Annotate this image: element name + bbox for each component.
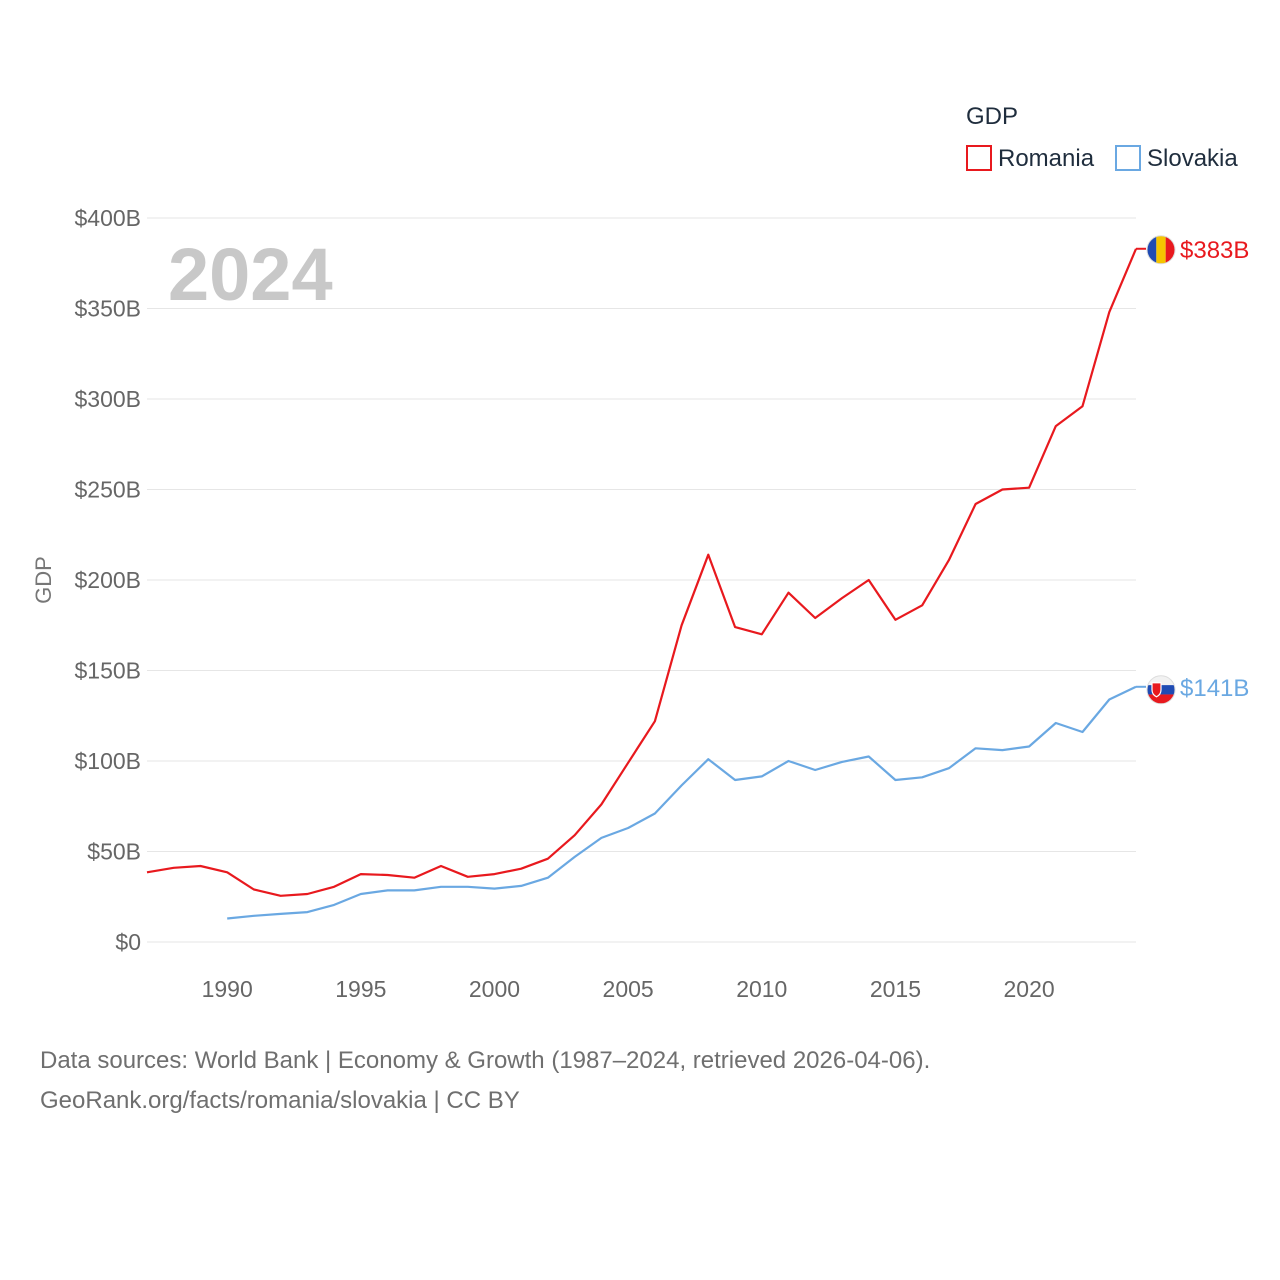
x-tick-label: 2000 xyxy=(469,976,520,1002)
year-watermark: 2024 xyxy=(168,233,333,316)
y-tick-label: $100B xyxy=(74,748,141,774)
legend-label-romania: Romania xyxy=(998,145,1095,172)
end-label-romania: $383B xyxy=(1180,237,1249,264)
series-lines xyxy=(146,248,1138,920)
legend-title: GDP xyxy=(966,103,1018,130)
x-tick-label: 1990 xyxy=(202,976,253,1002)
y-tick-label: $350B xyxy=(74,296,141,322)
legend: GDP Romania Slovakia xyxy=(966,103,1238,172)
x-tick-label: 2020 xyxy=(1003,976,1054,1002)
y-axis-title: GDP xyxy=(31,556,56,604)
series-line-romania xyxy=(146,248,1138,897)
y-tick-label: $0 xyxy=(115,929,141,955)
y-axis-ticks: $0 $50B $100B $150B $200B $250B $300B $350B $400… xyxy=(74,205,141,955)
legend-item-romania[interactable]: Romania xyxy=(966,145,1095,172)
y-tick-label: $200B xyxy=(74,567,141,593)
gridlines xyxy=(147,217,1136,943)
x-tick-label: 2015 xyxy=(870,976,921,1002)
end-label-slovakia: $141B xyxy=(1180,675,1249,702)
source-footer: Data sources: World Bank | Economy & Gro… xyxy=(40,1047,930,1114)
romania-flag-icon xyxy=(1146,235,1176,265)
source-link-line[interactable]: GeoRank.org/facts/romania/slovakia | CC … xyxy=(40,1087,520,1114)
legend-item-slovakia[interactable]: Slovakia xyxy=(1115,145,1238,172)
y-tick-label: $250B xyxy=(74,477,141,503)
legend-swatch-romania xyxy=(966,145,992,171)
series-line-slovakia xyxy=(227,685,1137,920)
slovakia-flag-icon xyxy=(1146,675,1176,705)
y-tick-label: $300B xyxy=(74,386,141,412)
legend-label-slovakia: Slovakia xyxy=(1147,145,1238,172)
x-tick-label: 2010 xyxy=(736,976,787,1002)
y-tick-label: $400B xyxy=(74,205,141,231)
x-tick-label: 1995 xyxy=(335,976,386,1002)
legend-swatch-slovakia xyxy=(1115,145,1141,171)
x-axis-ticks: 1990 1995 2000 2005 2010 2015 2020 xyxy=(202,976,1055,1002)
y-tick-label: $150B xyxy=(74,658,141,684)
source-line-1: Data sources: World Bank | Economy & Gro… xyxy=(40,1047,930,1074)
x-tick-label: 2005 xyxy=(603,976,654,1002)
y-tick-label: $50B xyxy=(87,839,141,865)
series-end-markers: $383B $141B xyxy=(1136,235,1249,705)
